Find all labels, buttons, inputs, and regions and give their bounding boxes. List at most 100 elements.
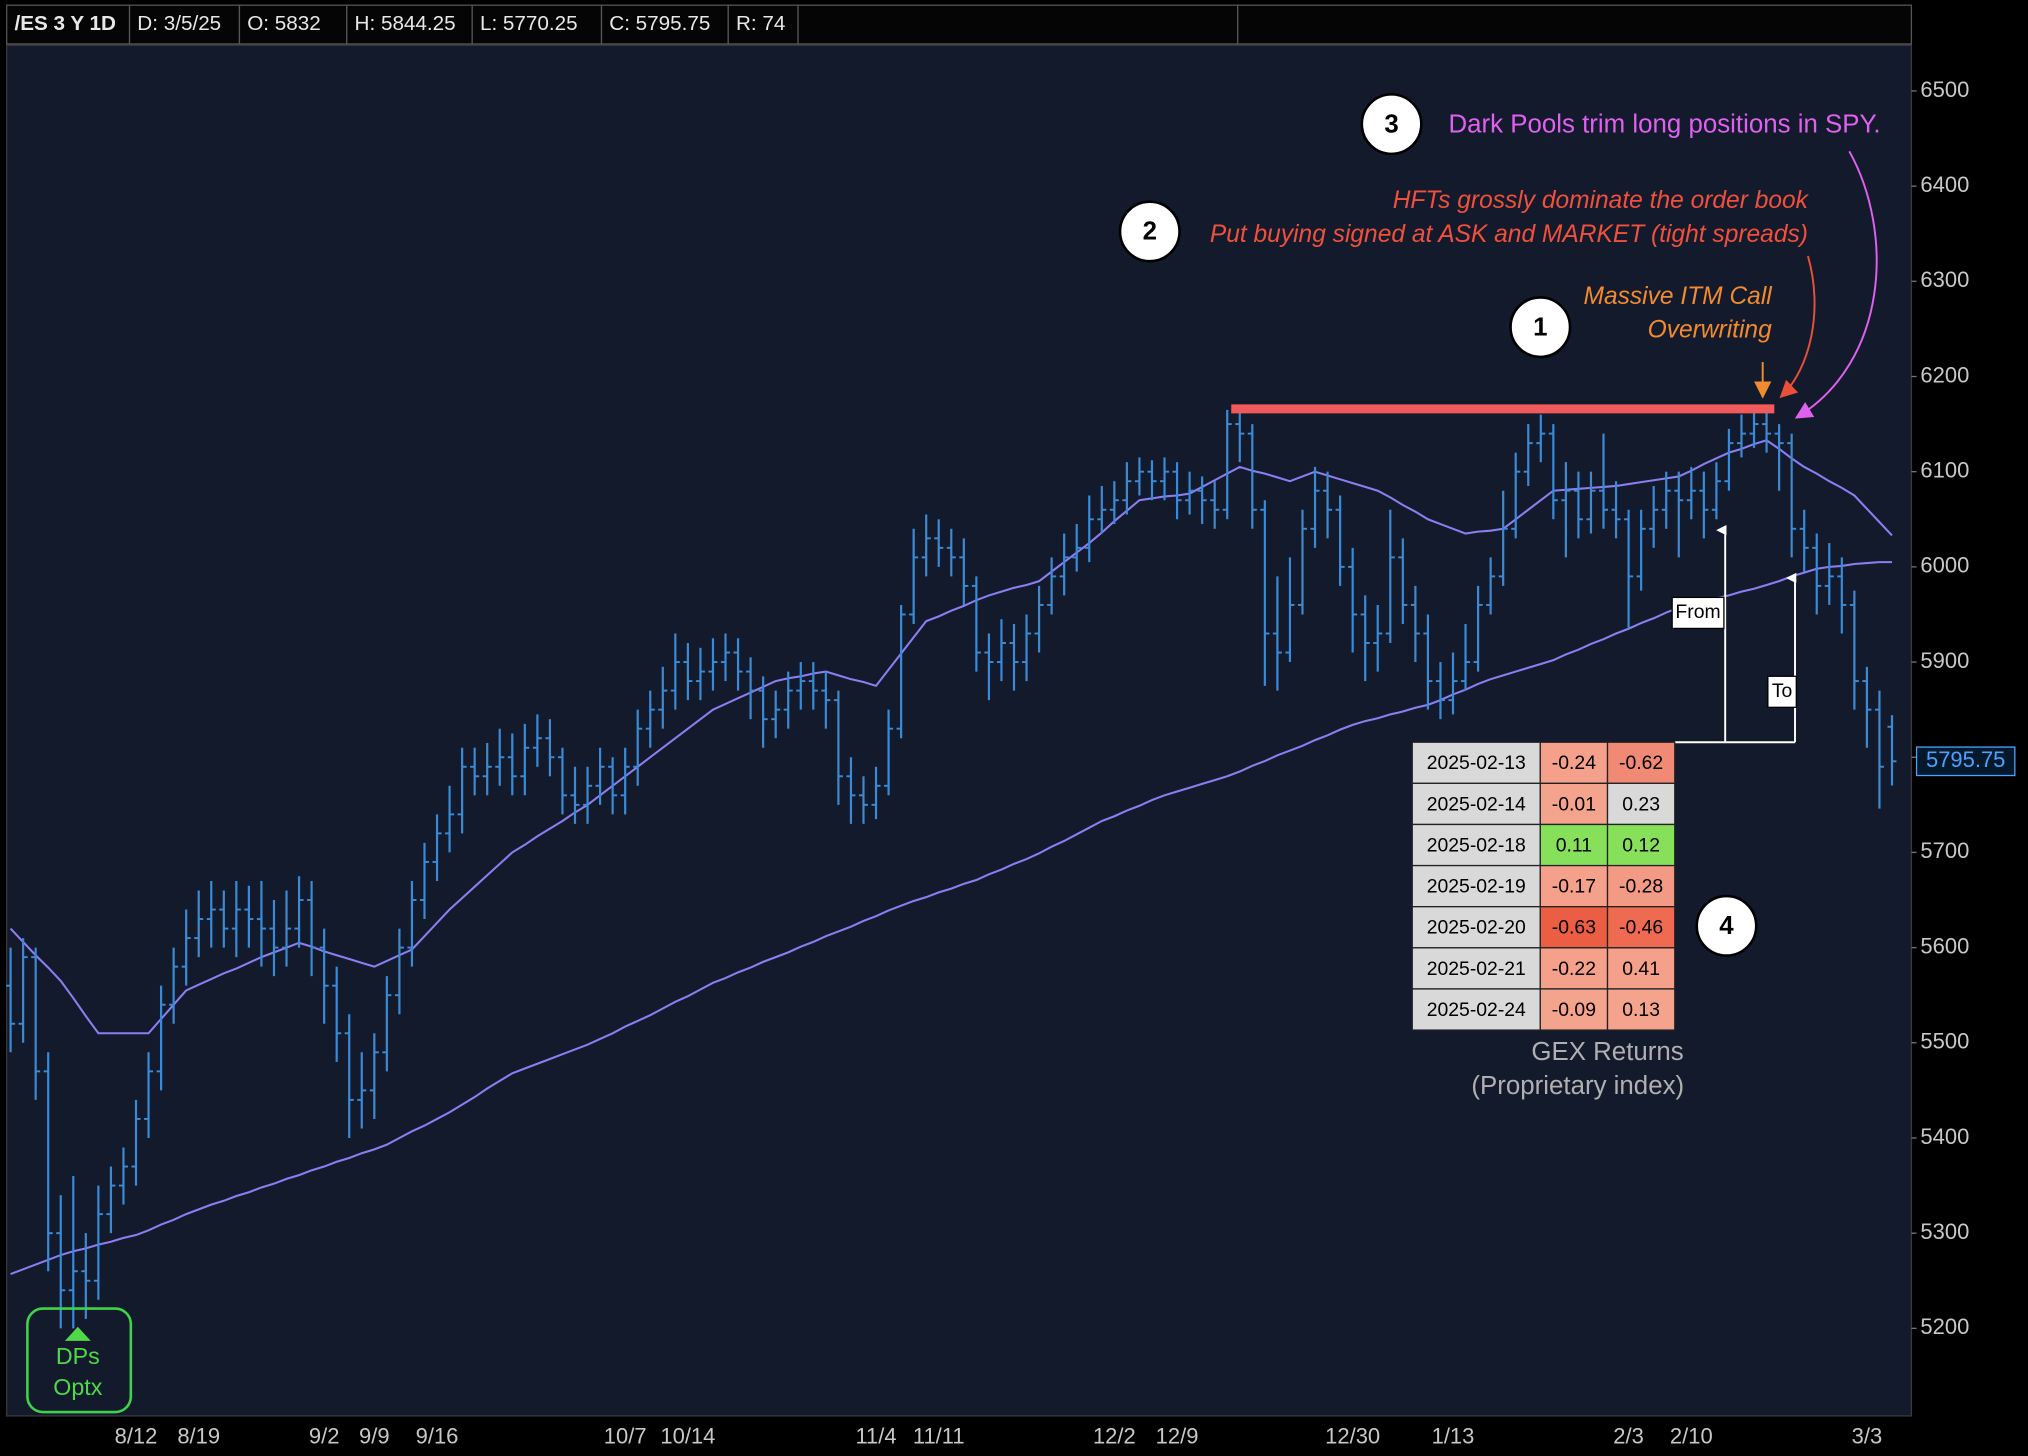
y-tick-label: 6200 (1920, 362, 1969, 387)
table-date: 2025-02-20 (1427, 917, 1526, 939)
table-cell (1411, 864, 1541, 908)
badge-number: 2 (1143, 218, 1157, 246)
arrow (1779, 255, 1816, 399)
last-price-box (1915, 746, 2016, 777)
number-badge (1360, 93, 1423, 156)
x-tick-label: 3/3 (1852, 1424, 1883, 1449)
table-cell (1411, 741, 1541, 784)
x-tick-label: 12/30 (1325, 1424, 1380, 1449)
label-box (1671, 596, 1725, 630)
table-date: 2025-02-18 (1427, 834, 1526, 856)
table-value: -0.28 (1619, 876, 1663, 898)
table-date: 2025-02-14 (1427, 793, 1526, 815)
table-cell (1411, 823, 1541, 867)
header-text: D: 3/5/25 (137, 12, 221, 35)
x-tick-label: 9/2 (309, 1424, 340, 1449)
header-cell (128, 4, 241, 45)
annotations: 3 Dark Pools trim long positions in SPY.… (26, 93, 1881, 1414)
table-subtitle: (Proprietary index) (1471, 1072, 1684, 1100)
table-value: -0.62 (1619, 752, 1663, 774)
table-value: -0.46 (1619, 917, 1663, 939)
x-tick-label: 1/13 (1432, 1424, 1475, 1449)
badge-text: DPs (56, 1343, 100, 1369)
header-cell (797, 4, 1239, 45)
table-value: 0.41 (1622, 958, 1660, 980)
table-cell (1606, 782, 1676, 826)
x-tick-label: 12/9 (1156, 1424, 1199, 1449)
badge-number: 1 (1533, 313, 1547, 341)
number-badge (1509, 296, 1572, 359)
table-date: 2025-02-21 (1427, 958, 1526, 980)
y-tick-label: 6000 (1920, 553, 1969, 578)
table-date: 2025-02-24 (1427, 999, 1526, 1021)
header-cell (471, 4, 603, 45)
plot-area (6, 44, 1913, 1417)
table-cell (1606, 906, 1676, 949)
annotation-text: HFTs grossly dominate the order book (1393, 187, 1810, 214)
triangle-icon (64, 1326, 91, 1341)
header-cell (600, 4, 729, 45)
header-cell (6, 4, 131, 45)
annotation-text: Overwriting (1648, 317, 1772, 344)
y-tick-label: 5700 (1920, 838, 1969, 863)
badge-text: Optx (53, 1374, 102, 1400)
x-tick-label: 11/11 (913, 1424, 965, 1449)
y-tick-label: 5300 (1920, 1219, 1969, 1244)
table-cell (1539, 741, 1609, 784)
gex-table: 2025-02-13 -0.24 -0.62 2025-02-14 -0.01 0.23 2… (1411, 741, 1684, 1100)
table-value: 0.12 (1622, 834, 1660, 856)
table-value: -0.63 (1552, 917, 1596, 939)
table-cell (1606, 823, 1676, 867)
y-tick-label: 6500 (1920, 77, 1969, 102)
table-date: 2025-02-19 (1427, 876, 1526, 898)
x-tick-label: 10/7 (604, 1424, 647, 1449)
header-cell (346, 4, 473, 45)
number-badge (1695, 894, 1758, 957)
header-text: H: 5844.25 (355, 12, 456, 35)
number-badge (1118, 200, 1181, 263)
annotation-text: Dark Pools trim long positions in SPY. (1448, 110, 1880, 138)
table-value: -0.22 (1552, 958, 1596, 980)
table-date: 2025-02-13 (1427, 752, 1526, 774)
header-text: R: 74 (736, 12, 785, 35)
header-bar: /ES 3 Y 1D D: 3/5/25 O: 5832 H: 5844.25 L: 5… (6, 4, 1913, 45)
table-cell (1411, 906, 1541, 949)
header-text: C: 5795.75 (609, 12, 710, 35)
y-tick-label: 5900 (1920, 648, 1969, 673)
x-tick-label: 11/4 (855, 1424, 896, 1449)
table-value: 0.11 (1556, 834, 1592, 856)
table-cell (1411, 947, 1541, 990)
annotation-text: Massive ITM Call (1584, 283, 1773, 310)
y-tick-label: 5500 (1920, 1029, 1969, 1054)
x-tick-label: 12/2 (1093, 1424, 1136, 1449)
y-tick-label: 6400 (1920, 172, 1969, 197)
header-text: O: 5832 (247, 12, 321, 35)
moving-average (10, 561, 1892, 1276)
table-title: GEX Returns (1531, 1038, 1683, 1066)
table-value: 0.13 (1622, 999, 1660, 1021)
x-tick-label: 8/19 (177, 1424, 220, 1449)
y-tick-label: 5400 (1920, 1124, 1969, 1149)
table-cell (1606, 988, 1676, 1031)
last-price: 5795.75 (1926, 747, 2005, 772)
x-tick-label: 9/16 (416, 1424, 459, 1449)
y-tick-label: 5600 (1920, 933, 1969, 958)
to-label: To (1772, 680, 1792, 702)
badge-number: 3 (1384, 110, 1398, 138)
badge-box (26, 1307, 133, 1414)
x-tick-label: 8/12 (115, 1424, 158, 1449)
price-plot: 5200530054005500560057005800590060006100… (6, 77, 2016, 1449)
table-value: -0.09 (1552, 999, 1596, 1021)
badge-number: 4 (1719, 912, 1734, 940)
annotation-text: Put buying signed at ASK and MARKET (tig… (1210, 221, 1808, 248)
from-label: From (1675, 601, 1720, 623)
table-value: -0.17 (1552, 876, 1596, 898)
table-cell (1411, 988, 1541, 1031)
x-tick-label: 9/9 (359, 1424, 390, 1449)
header-text: /ES 3 Y 1D (14, 12, 116, 35)
x-tick-label: 2/10 (1670, 1424, 1713, 1449)
x-tick-label: 10/14 (660, 1424, 715, 1449)
x-tick-label: 2/3 (1613, 1424, 1644, 1449)
y-tick-label: 6300 (1920, 267, 1969, 292)
